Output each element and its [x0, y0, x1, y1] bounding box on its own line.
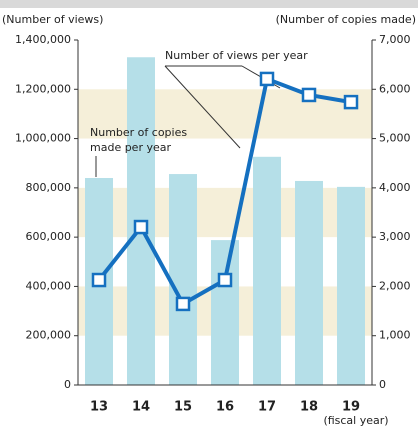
y-tick-label: 400,000	[26, 279, 72, 292]
y2-tick-label: 6,000	[379, 82, 411, 95]
line-marker	[259, 71, 275, 87]
legend-label-line: Number of copies	[90, 126, 187, 139]
legend-label: Number of copies made per year	[90, 126, 187, 154]
y-tick-label: 200,000	[26, 329, 72, 342]
y2-tick-label: 1,000	[379, 329, 411, 342]
legend-label: Number of views per year	[165, 49, 308, 62]
x-tick-label: 19	[342, 400, 360, 415]
y2-tick-label: 4,000	[379, 181, 411, 194]
bar	[253, 156, 281, 385]
x-axis-label: (fiscal year)	[323, 414, 388, 427]
line-marker	[133, 219, 149, 235]
line-marker	[217, 272, 233, 288]
bar	[337, 186, 365, 385]
y2-tick-label: 7,000	[379, 33, 411, 46]
y2-axis-label: (Number of copies made)	[276, 13, 416, 26]
x-tick-label: 13	[90, 400, 108, 415]
y-tick-label: 1,000,000	[15, 132, 71, 145]
y2-tick-label: 5,000	[379, 132, 411, 145]
y-tick-label: 0	[64, 378, 71, 391]
x-tick-label: 17	[258, 400, 276, 415]
y2-tick-label: 2,000	[379, 279, 411, 292]
y2-tick-label: 3,000	[379, 230, 411, 243]
x-tick-label: 18	[300, 400, 318, 415]
line-marker	[91, 272, 107, 288]
bar	[169, 174, 197, 385]
bar	[295, 180, 323, 385]
leader-line	[164, 65, 241, 149]
y-tick-label: 600,000	[26, 230, 72, 243]
header-bar	[0, 0, 418, 8]
line-marker	[301, 87, 317, 103]
y-tick-label: 1,400,000	[15, 33, 71, 46]
y2-tick-label: 0	[379, 378, 386, 391]
y-tick-label: 800,000	[26, 181, 72, 194]
x-tick-label: 15	[174, 400, 192, 415]
background-band	[78, 187, 372, 238]
bar	[211, 240, 239, 385]
line-marker	[175, 296, 191, 312]
x-tick-label: 16	[216, 400, 234, 415]
x-tick-label: 14	[132, 400, 150, 415]
legend-label-line: made per year	[90, 141, 171, 154]
y-tick-label: 1,200,000	[15, 82, 71, 95]
line-marker	[343, 94, 359, 110]
y-axis-label: (Number of views)	[2, 13, 103, 26]
